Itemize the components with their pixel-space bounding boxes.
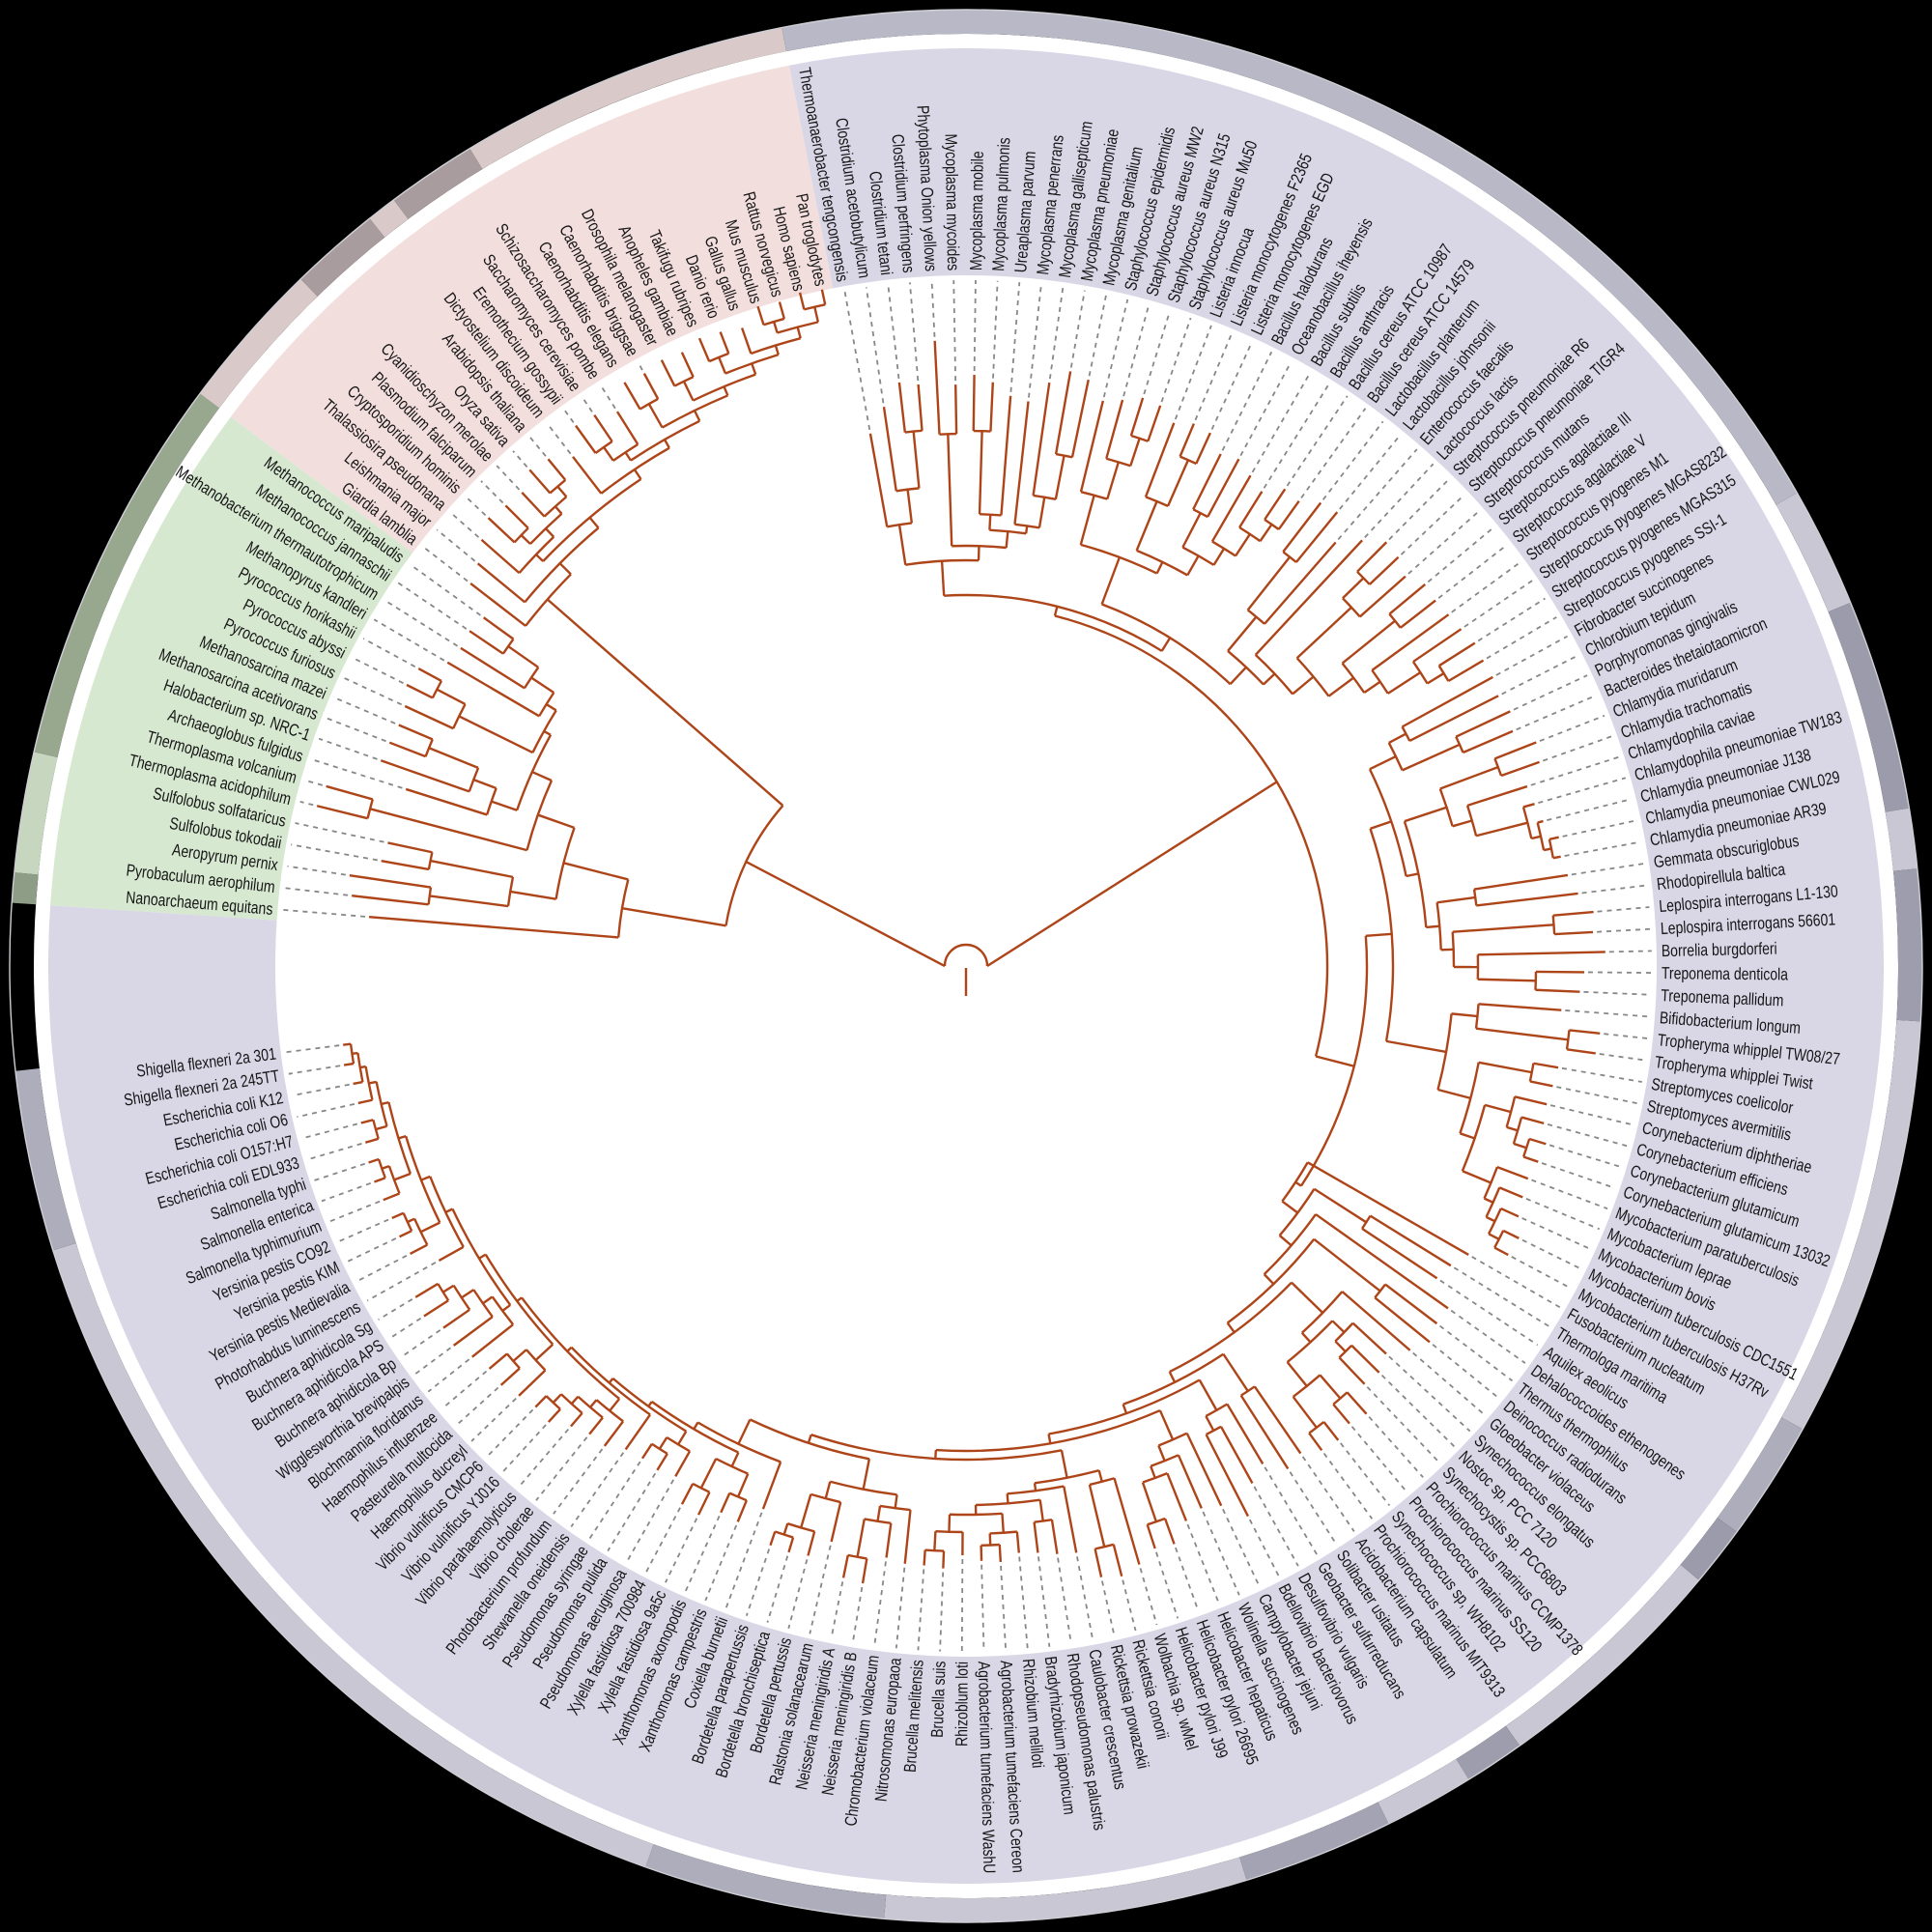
svg-text:Mycoplasma mobile: Mycoplasma mobile [966,151,987,270]
svg-text:Rhizoblum loti: Rhizoblum loti [952,1662,972,1747]
svg-text:Brucella suis: Brucella suis [927,1661,950,1738]
svg-text:Borrelia burgdorferi: Borrelia burgdorferi [1662,939,1777,961]
svg-text:Treponema denticola: Treponema denticola [1662,963,1788,983]
svg-text:Mycoplasma mycoides: Mycoplasma mycoides [942,133,964,270]
